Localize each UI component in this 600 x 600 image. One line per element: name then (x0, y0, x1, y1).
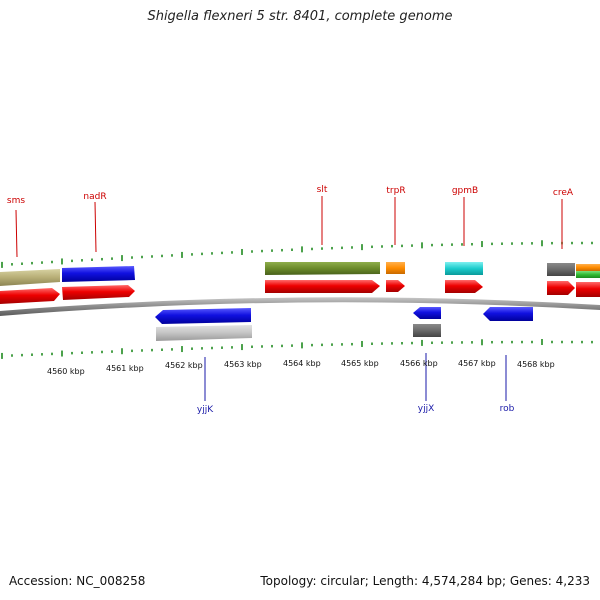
gene-label-trpR: trpR (386, 186, 405, 196)
scale-label: 4562 kbp (165, 361, 203, 370)
cds-arrow-6 (547, 281, 575, 295)
rev-feature-lgray (156, 325, 252, 341)
nadR-leader (94, 201, 97, 253)
feature-blue (62, 266, 135, 282)
scale-label: 4560 kbp (47, 367, 85, 376)
feature-khaki (0, 269, 60, 286)
cds-arrows-forward (0, 280, 600, 304)
cds-arrow-7 (576, 282, 600, 297)
scale-labels: 4560 kbp 4561 kbp 4562 kbp 4563 kbp 4564… (47, 359, 555, 376)
sms-leader (15, 209, 18, 258)
rev-feature-dgray (413, 324, 441, 337)
accession-text: Accession: NC_008258 (9, 574, 146, 588)
gene-label-nadR: nadR (83, 192, 106, 202)
bottom-gene-labels: yjjK yjjX rob (197, 404, 515, 415)
map-title: Shigella flexneri 5 str. 8401, complete … (147, 9, 453, 24)
gene-label-sms: sms (7, 196, 25, 206)
topology-text: Topology: circular; Length: 4,574,284 bp… (260, 574, 590, 588)
gene-label-slt: slt (317, 185, 328, 195)
gene-label-gpmB: gpmB (452, 186, 478, 196)
scale-label: 4567 kbp (458, 359, 496, 368)
gene-label-creA: creA (553, 188, 574, 198)
scale-label: 4564 kbp (283, 359, 321, 368)
scale-label: 4563 kbp (224, 360, 262, 369)
cds-arrow-2 (62, 285, 135, 300)
rev-arrow-1 (155, 308, 251, 324)
feature-orange (386, 262, 405, 274)
feature-olive (265, 262, 380, 275)
gene-label-rob: rob (500, 404, 515, 414)
genome-backbone (0, 297, 600, 316)
feature-dgray (547, 263, 575, 276)
feature-green (576, 271, 600, 278)
rev-arrow-2 (413, 307, 441, 319)
cds-arrow-3 (265, 280, 380, 293)
scale-label: 4566 kbp (400, 359, 438, 368)
feature-orange-2 (576, 264, 600, 271)
cds-arrow-1 (0, 288, 60, 304)
scale-label: 4561 kbp (106, 364, 144, 373)
gene-label-yjjX: yjjX (418, 404, 435, 414)
scale-label: 4568 kbp (517, 360, 555, 369)
top-gene-labels: sms nadR slt trpR gpmB creA (7, 185, 574, 206)
cds-arrows-reverse (155, 307, 533, 341)
feature-track-top (0, 262, 600, 286)
rev-arrow-3 (483, 307, 533, 321)
scale-label: 4565 kbp (341, 359, 379, 368)
cds-arrow-4 (386, 280, 405, 292)
feature-cyan (445, 262, 483, 275)
label-leader-lines (15, 196, 563, 401)
cds-arrow-5 (445, 280, 483, 293)
scale-ticks (1, 240, 593, 359)
gene-label-yjjK: yjjK (197, 405, 214, 415)
